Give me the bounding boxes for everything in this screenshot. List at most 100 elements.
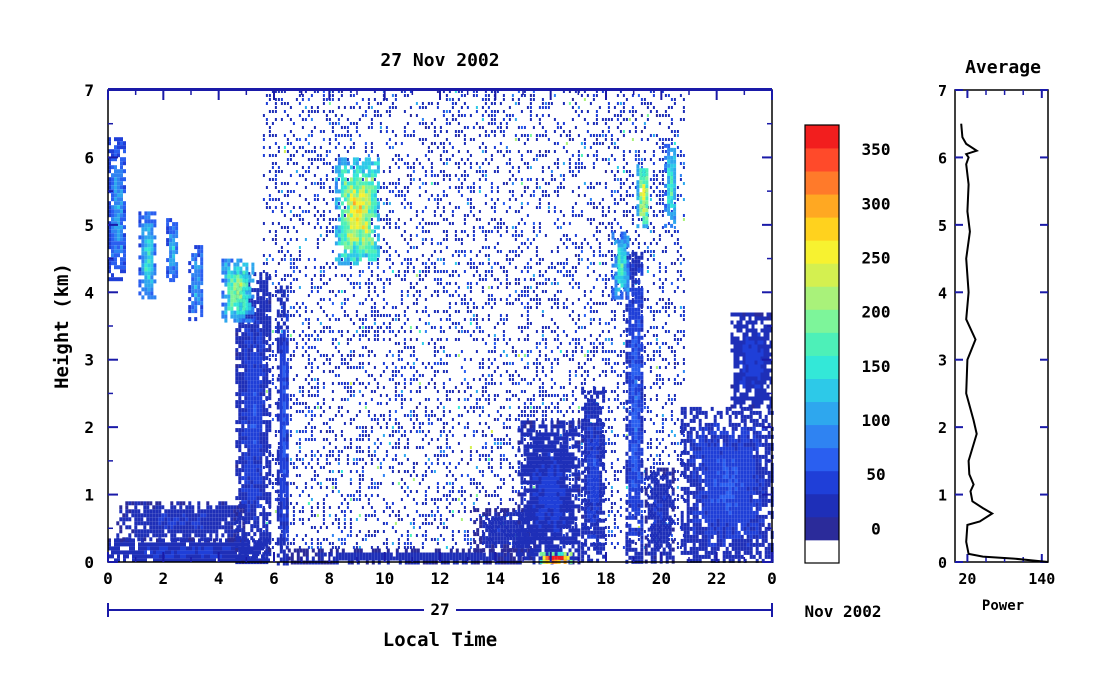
heatmap-cell xyxy=(334,318,337,321)
heatmap-cell xyxy=(481,286,484,289)
heatmap-cell xyxy=(619,122,622,125)
heatmap-cell xyxy=(496,366,499,369)
heatmap-cell xyxy=(436,282,439,285)
heatmap-cell xyxy=(640,158,643,161)
heatmap-cell xyxy=(619,186,622,189)
heatmap-cell xyxy=(625,190,628,193)
heatmap-cell xyxy=(310,458,313,461)
heatmap-cell xyxy=(454,162,457,165)
heatmap-cell xyxy=(580,430,583,433)
heatmap-cell xyxy=(532,298,535,301)
heatmap-cell xyxy=(451,534,454,537)
heatmap-cell xyxy=(658,114,661,117)
heatmap-cell xyxy=(301,322,304,325)
heatmap-cell xyxy=(370,514,373,517)
heatmap-cell xyxy=(499,354,502,357)
heatmap-cell xyxy=(496,250,499,253)
heatmap-cell xyxy=(613,546,616,549)
heatmap-cell xyxy=(622,370,625,373)
heatmap-cell xyxy=(337,214,340,217)
heatmap-cell xyxy=(379,314,382,317)
heatmap-cell xyxy=(628,538,631,541)
heatmap-cell xyxy=(442,146,445,149)
heatmap-cell xyxy=(382,182,385,185)
heatmap-cell xyxy=(505,122,508,125)
heatmap-cell xyxy=(523,290,526,293)
heatmap-cell xyxy=(661,438,664,441)
heatmap-cell xyxy=(445,234,448,237)
heatmap-cell xyxy=(448,274,451,277)
heatmap-cell xyxy=(604,186,607,189)
heatmap-cell xyxy=(484,150,487,153)
heatmap-cell xyxy=(463,170,466,173)
heatmap-cell xyxy=(643,158,646,161)
heatmap-cell xyxy=(646,306,649,309)
heatmap-cell xyxy=(559,210,562,213)
heatmap-cell xyxy=(484,134,487,137)
heatmap-cell xyxy=(628,210,631,213)
heatmap-cell xyxy=(292,482,295,485)
heatmap-cell xyxy=(277,166,280,169)
heatmap-cell xyxy=(553,282,556,285)
heatmap-cell xyxy=(511,362,514,365)
heatmap-cell xyxy=(562,330,565,333)
heatmap-cell xyxy=(445,446,448,449)
heatmap-cell xyxy=(520,410,523,413)
heatmap-cell xyxy=(289,430,292,433)
heatmap-cell xyxy=(523,378,526,381)
heatmap-cell xyxy=(493,110,496,113)
heatmap-cell xyxy=(508,474,511,477)
heatmap-cell xyxy=(463,358,466,361)
heatmap-cell xyxy=(388,466,391,469)
heatmap-cell xyxy=(622,94,625,97)
heatmap-cell xyxy=(304,210,307,213)
heatmap-cell xyxy=(313,90,316,93)
heatmap-cell xyxy=(292,522,295,525)
heatmap-cell xyxy=(490,186,493,189)
heatmap-cell xyxy=(394,374,397,377)
heatmap-cell xyxy=(340,382,343,385)
heatmap-cell xyxy=(271,258,274,261)
heatmap-cell xyxy=(664,322,667,325)
heatmap-cell xyxy=(526,350,529,353)
heatmap-cell xyxy=(364,298,367,301)
heatmap-cell xyxy=(532,410,535,413)
heatmap-cell xyxy=(433,342,436,345)
heatmap-cell xyxy=(262,198,265,201)
heatmap-cell xyxy=(436,134,439,137)
heatmap-cell xyxy=(430,170,433,173)
heatmap-cell xyxy=(529,402,532,405)
heatmap-cell xyxy=(580,490,583,493)
heatmap-cell xyxy=(613,514,616,517)
heatmap-cell xyxy=(571,118,574,121)
heatmap-cell xyxy=(568,238,571,241)
heatmap-cell xyxy=(667,494,670,497)
heatmap-cell xyxy=(643,486,646,489)
heatmap-cell xyxy=(430,366,433,369)
heatmap-cell xyxy=(358,546,361,549)
heatmap-cell xyxy=(439,214,442,217)
heatmap-cell xyxy=(403,506,406,509)
heatmap-cell xyxy=(514,510,517,513)
heatmap-cell xyxy=(382,510,385,513)
heatmap-cell xyxy=(283,90,286,93)
heatmap-cell xyxy=(397,446,400,449)
heatmap-cell xyxy=(466,330,469,333)
heatmap-cell xyxy=(556,270,559,273)
heatmap-cell xyxy=(520,178,523,181)
heatmap-cell xyxy=(307,142,310,145)
heatmap-cell xyxy=(484,178,487,181)
heatmap-cell xyxy=(346,398,349,401)
heatmap-cell xyxy=(412,178,415,181)
heatmap-cell xyxy=(268,126,271,129)
heatmap-cell xyxy=(682,310,685,313)
heatmap-cell xyxy=(517,222,520,225)
heatmap-cell xyxy=(406,94,409,97)
heatmap-cell xyxy=(319,546,322,549)
heatmap-cell xyxy=(331,122,334,125)
heatmap-cell xyxy=(316,242,319,245)
heatmap-cell xyxy=(613,310,616,313)
heatmap-cell xyxy=(400,402,403,405)
heatmap-cell xyxy=(553,94,556,97)
heatmap-cell xyxy=(385,258,388,261)
